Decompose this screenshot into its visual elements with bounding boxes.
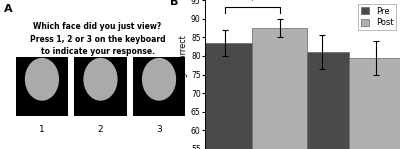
Ellipse shape	[142, 58, 176, 101]
Text: 2: 2	[98, 125, 103, 134]
Text: 3: 3	[156, 125, 162, 134]
Y-axis label: Percentage Correct: Percentage Correct	[179, 36, 188, 113]
Bar	[16, 57, 68, 116]
Legend: Pre, Post: Pre, Post	[358, 4, 396, 30]
Text: Which face did you just view?
Press 1, 2 or 3 on the keyboard
to indicate your r: Which face did you just view? Press 1, 2…	[30, 22, 165, 56]
Ellipse shape	[83, 58, 118, 101]
Bar	[74, 57, 127, 116]
Bar	[295, 52, 349, 149]
Bar	[133, 57, 185, 116]
Bar	[198, 43, 252, 149]
Ellipse shape	[25, 58, 59, 101]
Text: B: B	[170, 0, 178, 7]
Bar	[349, 58, 400, 149]
Text: *: *	[250, 0, 255, 6]
Bar	[252, 28, 307, 149]
Text: A: A	[4, 4, 12, 14]
Text: 1: 1	[39, 125, 45, 134]
